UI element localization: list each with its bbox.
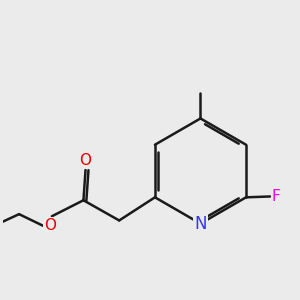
Text: O: O [80,153,92,168]
Text: O: O [44,218,56,233]
Text: F: F [272,189,281,204]
Text: N: N [194,214,207,232]
